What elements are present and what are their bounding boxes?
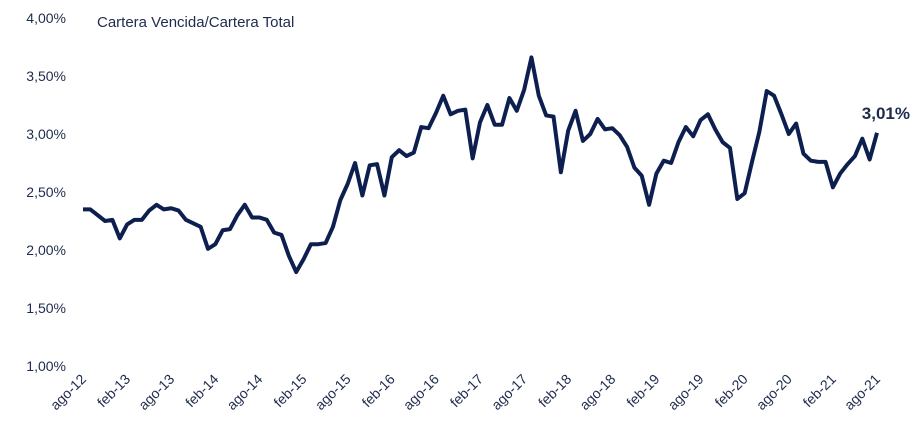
y-tick-label: 2,00% [26, 242, 66, 258]
y-tick-label: 1,50% [26, 300, 66, 316]
x-tick-label: feb-14 [182, 371, 222, 411]
x-tick-label: ago-14 [223, 371, 265, 413]
x-tick-label: ago-20 [753, 371, 795, 413]
x-tick-label: feb-15 [270, 371, 310, 411]
y-tick-label: 1,00% [26, 358, 66, 374]
chart-title: Cartera Vencida/Cartera Total [97, 14, 294, 31]
x-tick-label: feb-18 [535, 371, 575, 411]
x-tick-label: ago-18 [576, 371, 618, 413]
x-tick-label: ago-16 [400, 371, 442, 413]
y-tick-label: 3,00% [26, 126, 66, 142]
x-tick-label: feb-21 [800, 371, 840, 411]
x-tick-label: feb-13 [94, 371, 134, 411]
y-tick-label: 3,50% [26, 68, 66, 84]
x-tick-label: ago-17 [488, 371, 530, 413]
x-tick-label: feb-20 [711, 371, 751, 411]
x-tick-label: feb-16 [359, 371, 399, 411]
y-tick-label: 2,50% [26, 184, 66, 200]
line [83, 55, 879, 275]
x-tick-label: ago-19 [665, 371, 707, 413]
x-tick-label: ago-13 [135, 371, 177, 413]
x-tick-label: feb-17 [447, 371, 487, 411]
x-tick-label: feb-19 [623, 371, 663, 411]
x-tick-label: ago-21 [841, 371, 883, 413]
y-tick-label: 4,00% [26, 10, 66, 26]
data-label: 3,01% [862, 104, 910, 123]
x-tick-label: ago-15 [312, 371, 354, 413]
x-tick-label: ago-12 [47, 371, 89, 413]
